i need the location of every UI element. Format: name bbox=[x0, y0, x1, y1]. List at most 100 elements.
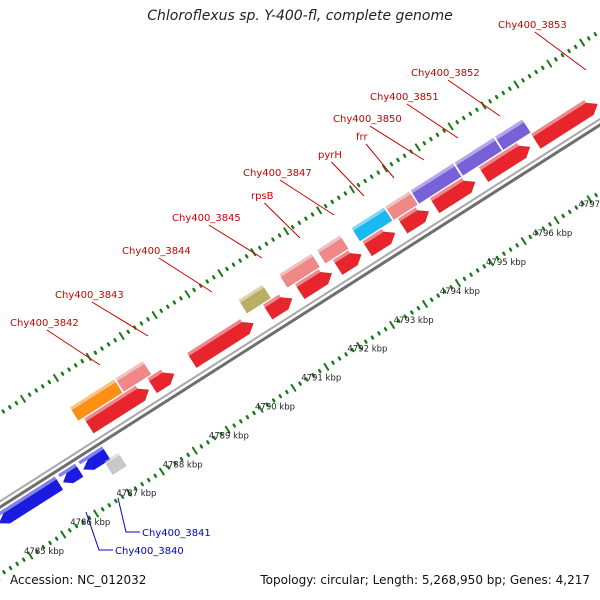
forward-cds bbox=[296, 271, 333, 300]
forward-cds bbox=[480, 145, 531, 183]
minor-tick bbox=[159, 308, 163, 313]
forward-gene-label: frr bbox=[356, 132, 368, 143]
minor-tick bbox=[455, 120, 460, 125]
scale-label: 4793 kbp bbox=[394, 316, 434, 326]
forward-gene-label: Chy400_3845 bbox=[172, 213, 241, 224]
minor-tick bbox=[344, 352, 348, 357]
forward-cds-bevel bbox=[263, 294, 281, 308]
minor-tick bbox=[179, 456, 184, 462]
major-tick bbox=[151, 311, 158, 319]
minor-tick bbox=[113, 338, 117, 343]
minor-tick bbox=[238, 258, 242, 263]
minor-tick bbox=[41, 544, 46, 550]
forward-cds-bevel bbox=[531, 99, 587, 137]
forward-cds bbox=[148, 372, 175, 394]
scale-label: 4794 kbp bbox=[440, 287, 480, 297]
minor-tick bbox=[501, 90, 506, 96]
minor-tick bbox=[212, 275, 216, 280]
minor-tick bbox=[186, 452, 190, 457]
forward-cds-bevel bbox=[478, 142, 519, 171]
minor-tick bbox=[74, 523, 79, 529]
minor-tick bbox=[199, 444, 204, 449]
minor-tick bbox=[8, 565, 13, 571]
minor-tick bbox=[81, 519, 85, 525]
minor-tick bbox=[80, 358, 85, 364]
minor-tick bbox=[429, 136, 433, 142]
minor-tick bbox=[205, 279, 210, 284]
forward-label-leader bbox=[331, 161, 365, 197]
minor-tick bbox=[231, 262, 236, 267]
forward-gene-label: Chy400_3851 bbox=[370, 92, 439, 103]
major-tick bbox=[381, 164, 388, 173]
minor-tick bbox=[337, 356, 342, 361]
reverse-cds bbox=[82, 448, 111, 471]
minor-tick bbox=[469, 272, 473, 277]
minor-tick bbox=[541, 226, 546, 231]
scale-label: 4789 kbp bbox=[209, 431, 249, 441]
minor-tick bbox=[574, 205, 579, 210]
purple-cds bbox=[412, 166, 462, 204]
minor-tick bbox=[54, 536, 59, 541]
minor-tick bbox=[1, 409, 6, 414]
minor-tick bbox=[245, 415, 250, 420]
major-tick bbox=[513, 80, 520, 89]
genome-backbone bbox=[0, 117, 600, 509]
minor-tick bbox=[311, 373, 315, 378]
minor-tick bbox=[258, 245, 262, 251]
major-tick bbox=[349, 185, 355, 194]
scale-label: 4787 kbp bbox=[116, 489, 156, 499]
cyan-cds-bevel bbox=[351, 207, 386, 231]
minor-tick bbox=[264, 241, 269, 246]
forward-gene-label: Chy400_3852 bbox=[411, 68, 480, 79]
minor-tick bbox=[232, 423, 237, 428]
forward-cds-bevel bbox=[147, 369, 163, 382]
pink-cds bbox=[386, 193, 418, 221]
major-tick bbox=[316, 206, 322, 215]
reverse-gene-label: Chy400_3841 bbox=[142, 528, 211, 539]
minor-tick bbox=[47, 379, 52, 385]
reverse-gene-label: Chy400_3840 bbox=[115, 546, 184, 557]
major-tick bbox=[553, 216, 560, 225]
minor-tick bbox=[126, 329, 131, 334]
minor-tick bbox=[330, 199, 335, 204]
gene-labels: Chy400_3842 Chy400_3843 Chy400_3844 Chy400_… bbox=[10, 20, 567, 557]
scale-label: 4792 kbp bbox=[347, 345, 387, 355]
minor-tick bbox=[271, 237, 275, 242]
minor-tick bbox=[73, 363, 78, 368]
minor-tick bbox=[331, 360, 335, 365]
minor-tick bbox=[429, 297, 434, 302]
minor-tick bbox=[87, 515, 92, 520]
major-tick bbox=[422, 300, 428, 308]
forward-cds bbox=[334, 252, 362, 276]
minor-tick bbox=[35, 549, 39, 554]
minor-tick bbox=[100, 507, 105, 512]
accession-text: Accession: NC_012032 bbox=[10, 573, 147, 587]
minor-tick bbox=[535, 230, 539, 235]
minor-tick bbox=[219, 431, 223, 437]
purple-cds bbox=[496, 121, 531, 151]
major-tick bbox=[586, 195, 593, 204]
minor-tick bbox=[534, 69, 538, 75]
forward-gene-label: Chy400_3847 bbox=[243, 168, 312, 179]
forward-label-leader bbox=[365, 143, 395, 179]
minor-tick bbox=[343, 191, 348, 196]
minor-tick bbox=[356, 182, 361, 188]
forward-cds-bevel bbox=[362, 228, 384, 245]
minor-tick bbox=[93, 350, 98, 355]
backbone-line bbox=[0, 123, 600, 509]
olive-cds bbox=[240, 287, 272, 314]
forward-cds-bevel bbox=[84, 385, 138, 422]
reverse-label-leader bbox=[117, 497, 140, 533]
forward-label-leader bbox=[91, 301, 149, 337]
minor-tick bbox=[165, 304, 170, 309]
purple-cds-bevel bbox=[410, 163, 455, 194]
forward-label-leader bbox=[369, 125, 425, 161]
major-tick bbox=[455, 279, 461, 287]
minor-tick bbox=[146, 477, 151, 483]
outer-tick-track bbox=[1, 32, 598, 414]
minor-tick bbox=[410, 310, 414, 315]
minor-tick bbox=[323, 203, 328, 209]
reverse-cds bbox=[0, 478, 64, 524]
minor-tick bbox=[48, 540, 52, 546]
